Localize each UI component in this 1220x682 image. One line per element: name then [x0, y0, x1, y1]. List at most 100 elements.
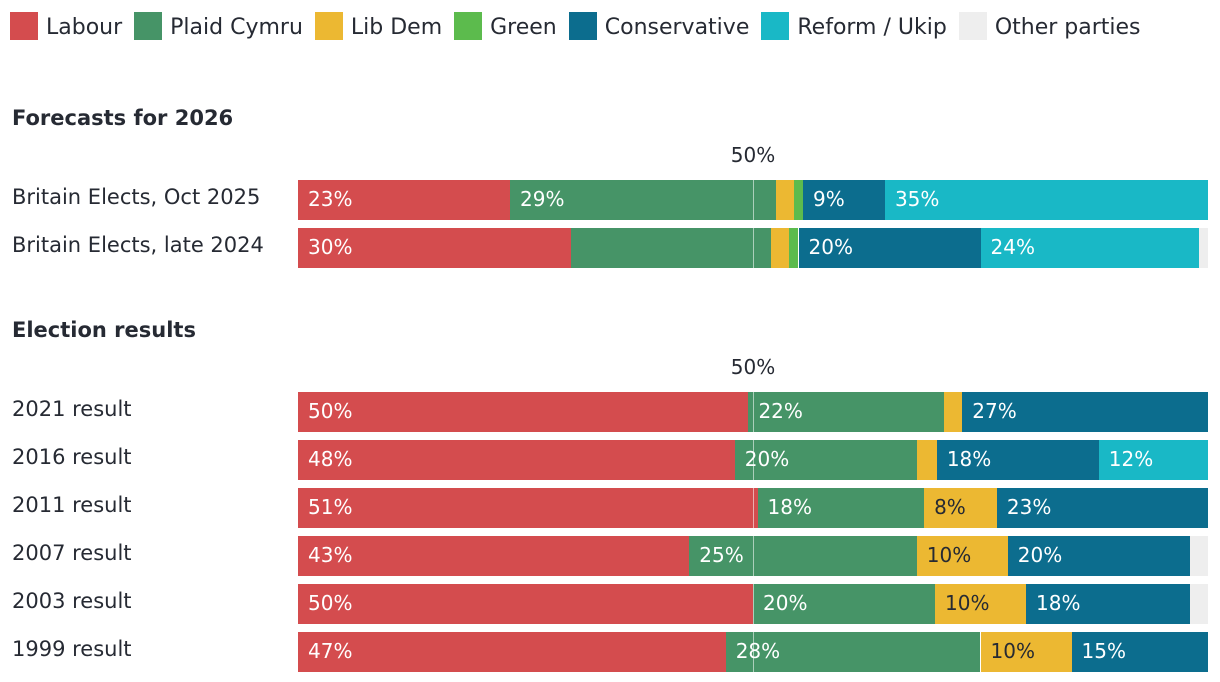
row-label: 2003 result	[12, 589, 132, 613]
bar-segment-labour: 43%	[298, 536, 690, 576]
row-label: 2007 result	[12, 541, 132, 565]
stacked-bar: 30% 20% 24%	[298, 228, 1208, 268]
fifty-percent-label-results: 50%	[730, 355, 776, 379]
legend-swatch-labour	[10, 12, 38, 40]
data-label: 18%	[1036, 591, 1081, 615]
data-label: 9%	[813, 187, 845, 211]
fifty-percent-line	[753, 180, 754, 220]
fifty-percent-line	[753, 632, 754, 672]
legend-swatch-green	[454, 12, 483, 40]
bar-segment-other	[1189, 536, 1208, 576]
results-section-title: Election results	[12, 318, 196, 342]
bar-segment-labour: 30%	[298, 228, 571, 268]
legend-label-other: Other parties	[994, 15, 1141, 40]
data-label: 50%	[308, 399, 353, 423]
data-label: 43%	[308, 543, 353, 567]
data-label: 51%	[308, 495, 353, 519]
legend-label-conservative: Conservative	[604, 15, 750, 40]
bar-segment-libdem: 8%	[924, 488, 997, 528]
legend-swatch-conservative	[568, 12, 597, 40]
legend-label-labour: Labour	[46, 15, 123, 40]
data-label: 22%	[758, 399, 803, 423]
fifty-percent-line	[753, 584, 754, 624]
bar-segment-labour: 47%	[298, 632, 726, 672]
data-label: 47%	[308, 639, 353, 663]
bar-segment-libdem	[775, 180, 794, 220]
data-label: 35%	[894, 187, 940, 211]
data-label: 10%	[945, 591, 990, 615]
data-label: 23%	[308, 187, 353, 211]
bar-segment-green	[793, 180, 804, 220]
bar-segment-conservative: 9%	[803, 180, 885, 220]
data-label: 29%	[520, 187, 565, 211]
legend-item-plaid: Plaid Cymru	[134, 12, 303, 40]
bar-segment-conservative: 18%	[936, 440, 1099, 480]
bar-segment-green	[789, 228, 799, 268]
bar-segment-labour: 50%	[298, 584, 753, 624]
bar-segment-libdem	[916, 440, 937, 480]
bar-segment-plaid: 25%	[689, 536, 917, 576]
bar-segment-reform: 24%	[980, 228, 1199, 268]
legend-swatch-other	[958, 12, 987, 40]
bar-segment-conservative: 18%	[1026, 584, 1190, 624]
bar-segment-other	[1189, 584, 1208, 624]
bar-segment-conservative: 20%	[798, 228, 981, 268]
stacked-bar: 23% 29% 9% 35%	[298, 180, 1208, 220]
bar-segment-libdem	[771, 228, 790, 268]
bar-segment-plaid	[571, 228, 772, 268]
data-label: 48%	[308, 447, 353, 471]
data-label: 27%	[972, 399, 1017, 423]
legend-label-green: Green	[490, 15, 557, 40]
fifty-percent-line	[753, 228, 754, 268]
legend-item-labour: Labour	[10, 12, 123, 40]
legend-item-reform: Reform / Ukip	[761, 12, 947, 40]
bar-segment-libdem: 10%	[935, 584, 1026, 624]
fifty-percent-line	[753, 488, 754, 528]
legend-item-green: Green	[454, 12, 557, 40]
legend-label-reform: Reform / Ukip	[797, 15, 947, 40]
row-label: 2011 result	[12, 493, 132, 517]
bar-segment-plaid: 29%	[510, 180, 776, 220]
data-label: 18%	[946, 447, 992, 471]
bar-segment-conservative: 15%	[1071, 632, 1208, 672]
data-label: 23%	[1006, 495, 1052, 519]
legend-item-other: Other parties	[958, 12, 1141, 40]
bar-segment-reform: 12%	[1098, 440, 1208, 480]
row-label: 1999 result	[12, 637, 132, 661]
data-label: 15%	[1081, 639, 1126, 663]
data-label: 8%	[934, 495, 966, 519]
row-label: Britain Elects, late 2024	[12, 233, 264, 257]
data-label: 20%	[744, 447, 790, 471]
row-label: 2016 result	[12, 445, 132, 469]
bar-segment-labour: 23%	[298, 180, 511, 220]
bar-segment-libdem	[944, 392, 963, 432]
data-label: 25%	[699, 543, 744, 567]
data-label: 12%	[1108, 447, 1154, 471]
legend-item-libdem: Lib Dem	[314, 12, 442, 40]
bar-segment-plaid: 28%	[725, 632, 981, 672]
bar-segment-conservative: 27%	[962, 392, 1208, 432]
bar-segment-plaid: 20%	[734, 440, 917, 480]
fifty-percent-line	[753, 440, 754, 480]
data-label: 28%	[735, 639, 781, 663]
bar-segment-labour: 50%	[298, 392, 749, 432]
forecasts-section-title: Forecasts for 2026	[12, 106, 234, 130]
legend-item-conservative: Conservative	[568, 12, 750, 40]
legend-swatch-libdem	[314, 12, 343, 40]
stacked-bar: 43% 25% 10% 20%	[298, 536, 1208, 576]
bar-segment-plaid: 22%	[748, 392, 945, 432]
stacked-bar: 51% 18% 8% 23%	[298, 488, 1208, 528]
bar-segment-other	[1198, 228, 1208, 268]
data-label: 50%	[308, 591, 353, 615]
fifty-percent-line	[753, 536, 754, 576]
data-label: 18%	[767, 495, 812, 519]
bar-segment-conservative: 20%	[1007, 536, 1190, 576]
stacked-bar: 48% 20% 18% 12%	[298, 440, 1208, 480]
legend-swatch-reform	[761, 12, 790, 40]
bar-segment-labour: 51%	[298, 488, 758, 528]
data-label: 20%	[1017, 543, 1063, 567]
row-label: 2021 result	[12, 397, 132, 421]
data-label: 30%	[308, 235, 353, 259]
data-label: 20%	[763, 591, 808, 615]
row-label: Britain Elects, Oct 2025	[12, 185, 261, 209]
